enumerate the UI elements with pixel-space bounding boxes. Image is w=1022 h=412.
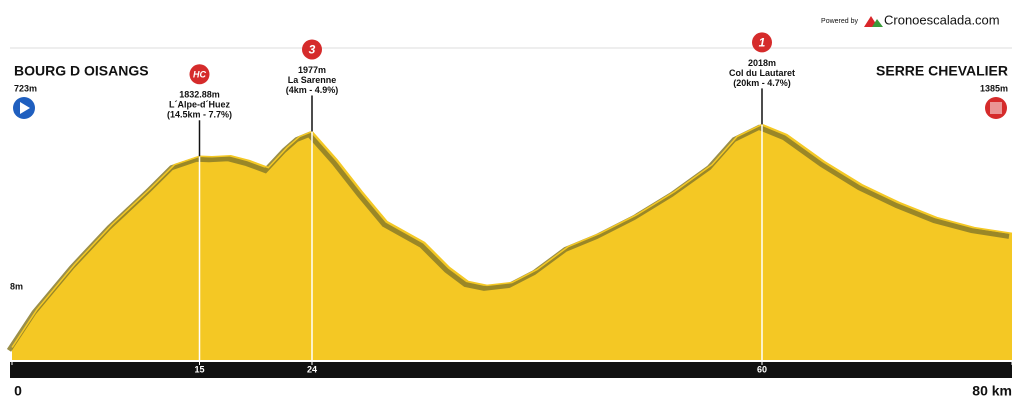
profile-area: [12, 124, 1012, 361]
x-tick-label: 80 km: [972, 383, 1012, 399]
distance-bar: [10, 362, 1012, 378]
profile-edge: [6, 124, 1010, 352]
brand-logo: [864, 16, 883, 27]
finish-icon: [985, 97, 1007, 119]
climb-badge: [189, 64, 210, 85]
brand: Cronoescalada.com: [884, 12, 1000, 27]
climb-category: 1: [759, 36, 766, 50]
climb-elevation: 1977m: [298, 65, 326, 75]
climb-detail: (4km - 4.9%): [286, 85, 339, 95]
climb-category: 3: [309, 43, 316, 57]
climb-category: HC: [193, 70, 206, 80]
climb-detail: (14.5km - 7.7%): [167, 110, 232, 120]
climb-name: L´Alpe-d´Huez: [169, 100, 230, 110]
climb-badge: [302, 39, 322, 60]
climb-badge: [752, 32, 772, 53]
x-tick-label: 24: [307, 364, 317, 374]
finish-name: SERRE CHEVALIER: [876, 63, 1008, 79]
x-tick-label: 60: [757, 364, 767, 374]
climb-elevation: 2018m: [748, 58, 776, 68]
climb-name: Col du Lautaret: [729, 68, 795, 78]
start-elevation: 723m: [14, 83, 37, 93]
climb-name: La Sarenne: [288, 75, 337, 85]
x-tick-label: 0: [14, 383, 22, 399]
x-tick-label: 15: [194, 364, 204, 374]
powered-by: Powered by: [821, 18, 858, 25]
annotation: 8m: [10, 281, 23, 291]
start-icon: [13, 97, 35, 119]
climb-detail: (20km - 4.7%): [733, 78, 791, 88]
climb-elevation: 1832.88m: [179, 90, 220, 100]
start-name: BOURG D OISANGS: [14, 63, 149, 79]
finish-elevation: 1385m: [980, 83, 1008, 93]
